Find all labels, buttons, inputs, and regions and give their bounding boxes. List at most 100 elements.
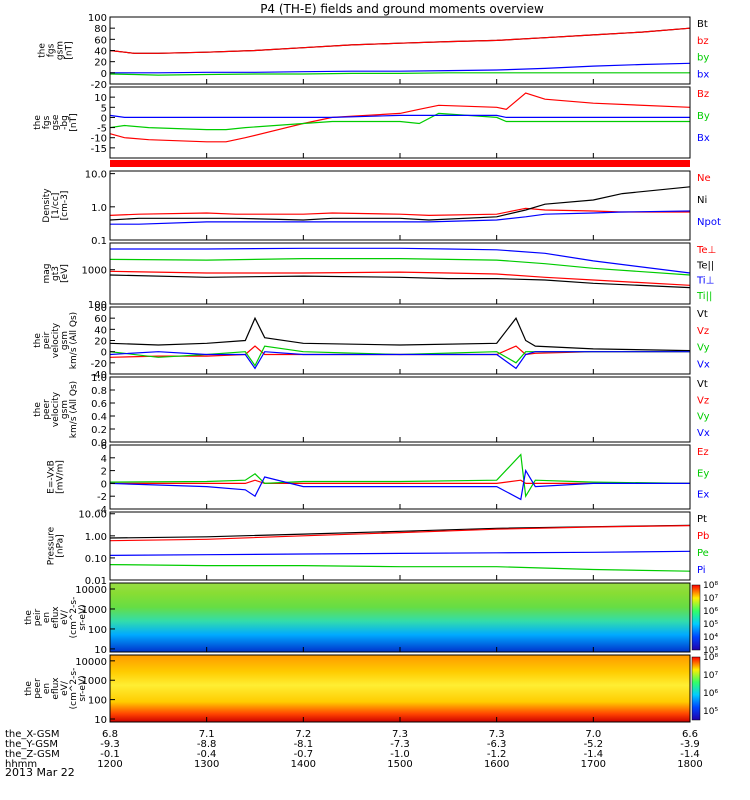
legend-entry-Vt: Vt bbox=[697, 379, 708, 390]
y-axis-label-line: velocity bbox=[51, 391, 61, 427]
series-line-By bbox=[109, 112, 690, 131]
footer-value: 1800 bbox=[677, 759, 702, 770]
legend-entry-By: By bbox=[697, 111, 710, 122]
panel-7: -4 -2 02 4 6 E=-VxB [mV/m] Ez Ey Ex bbox=[47, 441, 710, 516]
series-line-Npot bbox=[110, 210, 691, 225]
series-line-Bt bbox=[109, 27, 691, 54]
legend-entry-Pt: Pt bbox=[697, 514, 707, 525]
y-tick-label: 0.1 bbox=[91, 236, 107, 247]
y-tick-label: 20 bbox=[94, 337, 107, 348]
y-axis-label-line: eflux bbox=[51, 677, 61, 700]
footer-row-label: the_X-GSM bbox=[5, 729, 59, 740]
footer-value: -6.3 bbox=[487, 739, 507, 750]
y-axis-label-line: peir bbox=[33, 608, 43, 626]
colorbar-tick-label: 10⁵ bbox=[703, 620, 718, 630]
y-tick-label: 0 bbox=[101, 69, 107, 80]
y-tick-label: 0.8 bbox=[91, 386, 107, 397]
y-tick-label: -4 bbox=[97, 505, 107, 516]
y-tick-label: -20 bbox=[91, 80, 107, 91]
footer-value: -8.1 bbox=[294, 739, 314, 750]
series-line-Ti|| bbox=[109, 258, 691, 276]
footer-value: 6.8 bbox=[102, 729, 118, 740]
panel-frame bbox=[109, 306, 691, 375]
legend-entry-Ex: Ex bbox=[697, 490, 709, 501]
spectrogram-1 bbox=[110, 583, 690, 652]
y-axis-label: the peir velocity gsm km/s (All Qs) bbox=[33, 312, 79, 369]
y-tick-label: 0 bbox=[101, 479, 107, 490]
footer-value: 7.0 bbox=[585, 729, 601, 740]
footer-value: 1300 bbox=[194, 759, 219, 770]
footer-value: 1700 bbox=[581, 759, 606, 770]
y-tick-label: 6 bbox=[101, 441, 107, 452]
series-line-Ex bbox=[109, 468, 690, 501]
series-line-Ne bbox=[109, 207, 690, 217]
y-axis-label-line: eflux bbox=[51, 606, 61, 629]
y-axis-label-line: [mV/m] bbox=[56, 460, 66, 494]
series-line-Ni bbox=[109, 186, 691, 221]
legend-entry-Bz: Bz bbox=[697, 89, 709, 100]
legend-entry-bz: bz bbox=[697, 36, 709, 47]
colorbar-tick-label: 10⁶ bbox=[703, 689, 718, 699]
footer-value: -7.3 bbox=[390, 739, 410, 750]
y-tick-label: 40 bbox=[94, 47, 107, 58]
legend-entry-Ne: Ne bbox=[697, 173, 711, 184]
y-axis-label-line: peer bbox=[42, 399, 52, 420]
y-tick-label: 1.0 bbox=[91, 373, 107, 384]
series-line-Ey bbox=[109, 453, 691, 499]
footer-value: -0.7 bbox=[294, 749, 314, 760]
y-axis-label: the fgs gsm [nT] bbox=[38, 41, 75, 60]
legend-entry-Pb: Pb bbox=[697, 531, 709, 542]
footer-value: -3.9 bbox=[680, 739, 700, 750]
y-axis-label: Density [1/cc] [cm-3] bbox=[42, 188, 70, 223]
legend-entry-Te⊥: Te⊥ bbox=[696, 245, 716, 256]
y-tick-label: 0.01 bbox=[85, 576, 107, 587]
legend-entry-Npot: Npot bbox=[697, 217, 721, 228]
y-axis-label-line: km/s (All Qs) bbox=[69, 381, 79, 438]
panel-frame bbox=[109, 242, 691, 305]
footer-value: -0.1 bbox=[100, 749, 120, 760]
panel-frame bbox=[109, 86, 691, 159]
y-axis-label: E=-VxB [mV/m] bbox=[47, 460, 66, 494]
y-tick-label: 80 bbox=[94, 24, 107, 35]
panel-8: 0.01 0.10 1.00 10.00 Pressure [nPa] Pt Pb Pe Pi bbox=[47, 510, 710, 587]
y-tick-label: -5 bbox=[97, 124, 107, 135]
y-axis-label-line: gsm bbox=[56, 41, 66, 60]
y-axis-label-line: peir bbox=[42, 331, 52, 349]
legend-entry-Ez: Ez bbox=[697, 447, 709, 458]
colorbar-tick-label: 10⁷ bbox=[703, 671, 718, 681]
legend-entry-Bt: Bt bbox=[697, 19, 708, 30]
colorbar-tick-label: 10⁵ bbox=[703, 707, 718, 717]
series-line-Ez bbox=[110, 479, 690, 484]
series-line-Ti⊥ bbox=[110, 247, 691, 274]
footer-value: -1.2 bbox=[487, 749, 507, 760]
footer-date: 2013 Mar 22 bbox=[5, 766, 75, 779]
footer-row-label: the_Z-GSM bbox=[5, 749, 60, 760]
footer-row-label: hhmm bbox=[5, 759, 37, 770]
legend-entry-Ni: Ni bbox=[697, 195, 707, 206]
series-line-Pe bbox=[109, 564, 691, 572]
footer-value: 1600 bbox=[484, 759, 509, 770]
y-axis-label-line: en bbox=[42, 612, 52, 623]
footer-value: 7.2 bbox=[295, 729, 311, 740]
legend-entry-Ey: Ey bbox=[697, 468, 709, 479]
footer-value: -9.3 bbox=[100, 739, 120, 750]
legend-entry-Vy: Vy bbox=[697, 343, 710, 354]
y-tick-label: 10000 bbox=[75, 657, 107, 668]
panel-4: 100 1000 mag gt3 [eV] Te⊥ Te|| Ti⊥ Ti|| bbox=[42, 242, 716, 311]
spectrogram-2 bbox=[110, 655, 690, 722]
y-axis-label-line: [nPa] bbox=[56, 534, 66, 557]
footer-value: -8.8 bbox=[197, 739, 217, 750]
panel-3: 0.1 1.0 10.0 Density [1/cc] [cm-3] Ne Ni Npot bbox=[42, 170, 721, 247]
series-line-Pi bbox=[109, 550, 691, 557]
legend-entry-bx: bx bbox=[697, 69, 709, 80]
y-axis-label-line: eV/ bbox=[60, 609, 70, 625]
series-line-bz bbox=[109, 27, 691, 54]
y-axis-label-line: Density bbox=[42, 188, 52, 223]
legend-entry-Te||: Te|| bbox=[696, 260, 714, 271]
y-tick-label: 5 bbox=[101, 103, 107, 114]
colorbar-1 bbox=[691, 584, 701, 651]
y-tick-label: 100 bbox=[88, 625, 107, 636]
footer-value: 1400 bbox=[291, 759, 316, 770]
